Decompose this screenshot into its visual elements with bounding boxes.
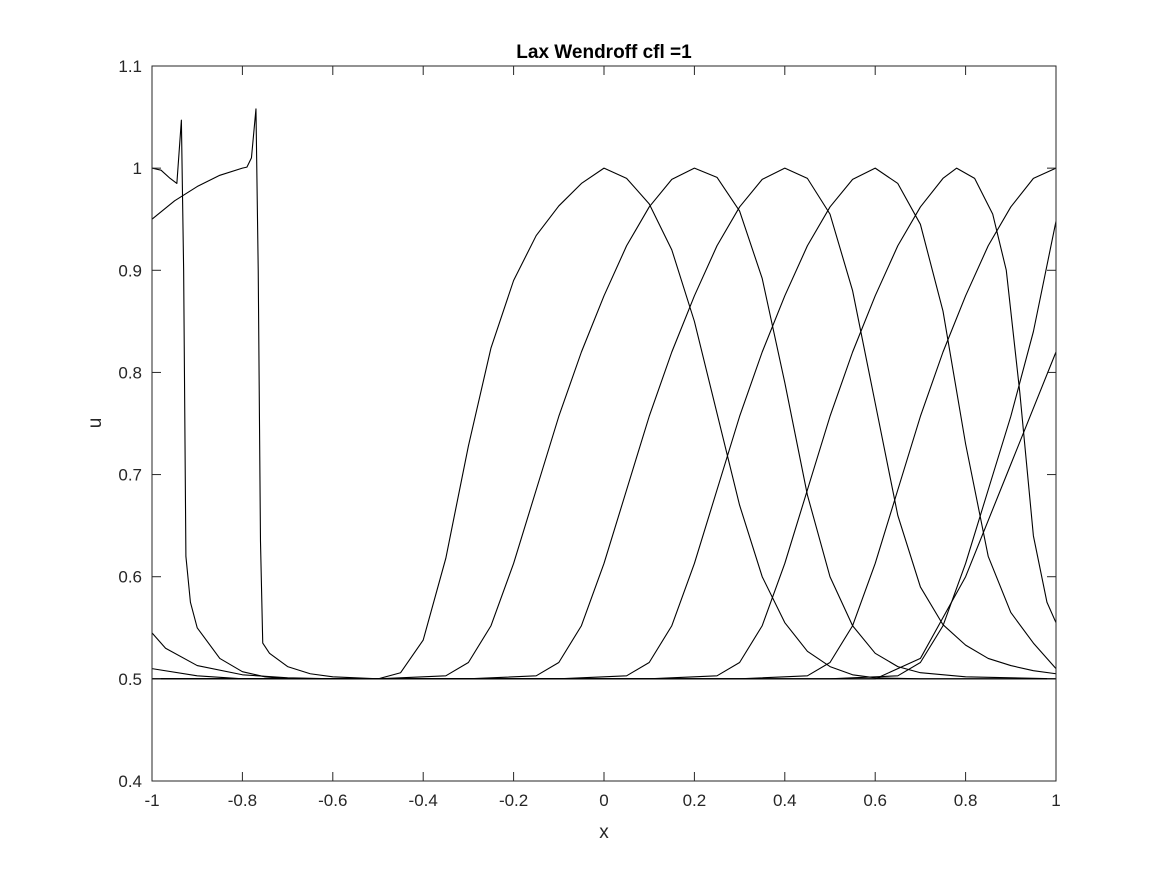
axis-ticks: -1 -0.8 -0.6 -0.4 -0.2 0 0.2 0.4 0.6 0.8 1 0.4 0.5 0.… [118,57,1060,810]
series-line-8 [151,351,1057,680]
x-tick-label: -0.4 [409,791,438,810]
chart-title: Lax Wendroff cfl =1 [516,42,692,63]
y-tick-label: 0.5 [118,670,142,689]
y-tick-label: 0.7 [118,466,142,485]
plot-lines [151,108,1057,680]
x-axis-label: x [599,822,609,843]
series-line-7 [151,119,1057,680]
series-line-6 [151,108,1057,680]
y-tick-label: 0.4 [118,772,142,791]
x-tick-label: -0.6 [318,791,347,810]
series-line-4 [152,167,1057,680]
x-tick-label: -0.8 [228,791,257,810]
x-tick-label: -0.2 [499,791,528,810]
y-tick-label: 0.9 [118,261,142,280]
x-tick-label: 0 [599,791,608,810]
series-line-3 [152,167,1057,680]
x-tick-label: 0.2 [683,791,707,810]
x-tick-label: -1 [144,791,159,810]
series-line-5 [152,167,1057,680]
x-tick-label: 0.4 [773,791,797,810]
y-tick-label: 0.6 [118,568,142,587]
series-line-2 [152,167,1057,680]
series-line-1 [152,167,1056,680]
series-line-9 [151,668,1056,680]
x-tick-label: 1 [1051,791,1060,810]
axes-box [151,65,1057,782]
y-axis-label: u [85,418,106,429]
y-tick-label: 1.1 [118,57,142,76]
x-tick-label: 0.6 [863,791,887,810]
y-tick-label: 1 [133,159,142,178]
x-tick-label: 0.8 [954,791,978,810]
y-tick-label: 0.8 [118,363,142,382]
